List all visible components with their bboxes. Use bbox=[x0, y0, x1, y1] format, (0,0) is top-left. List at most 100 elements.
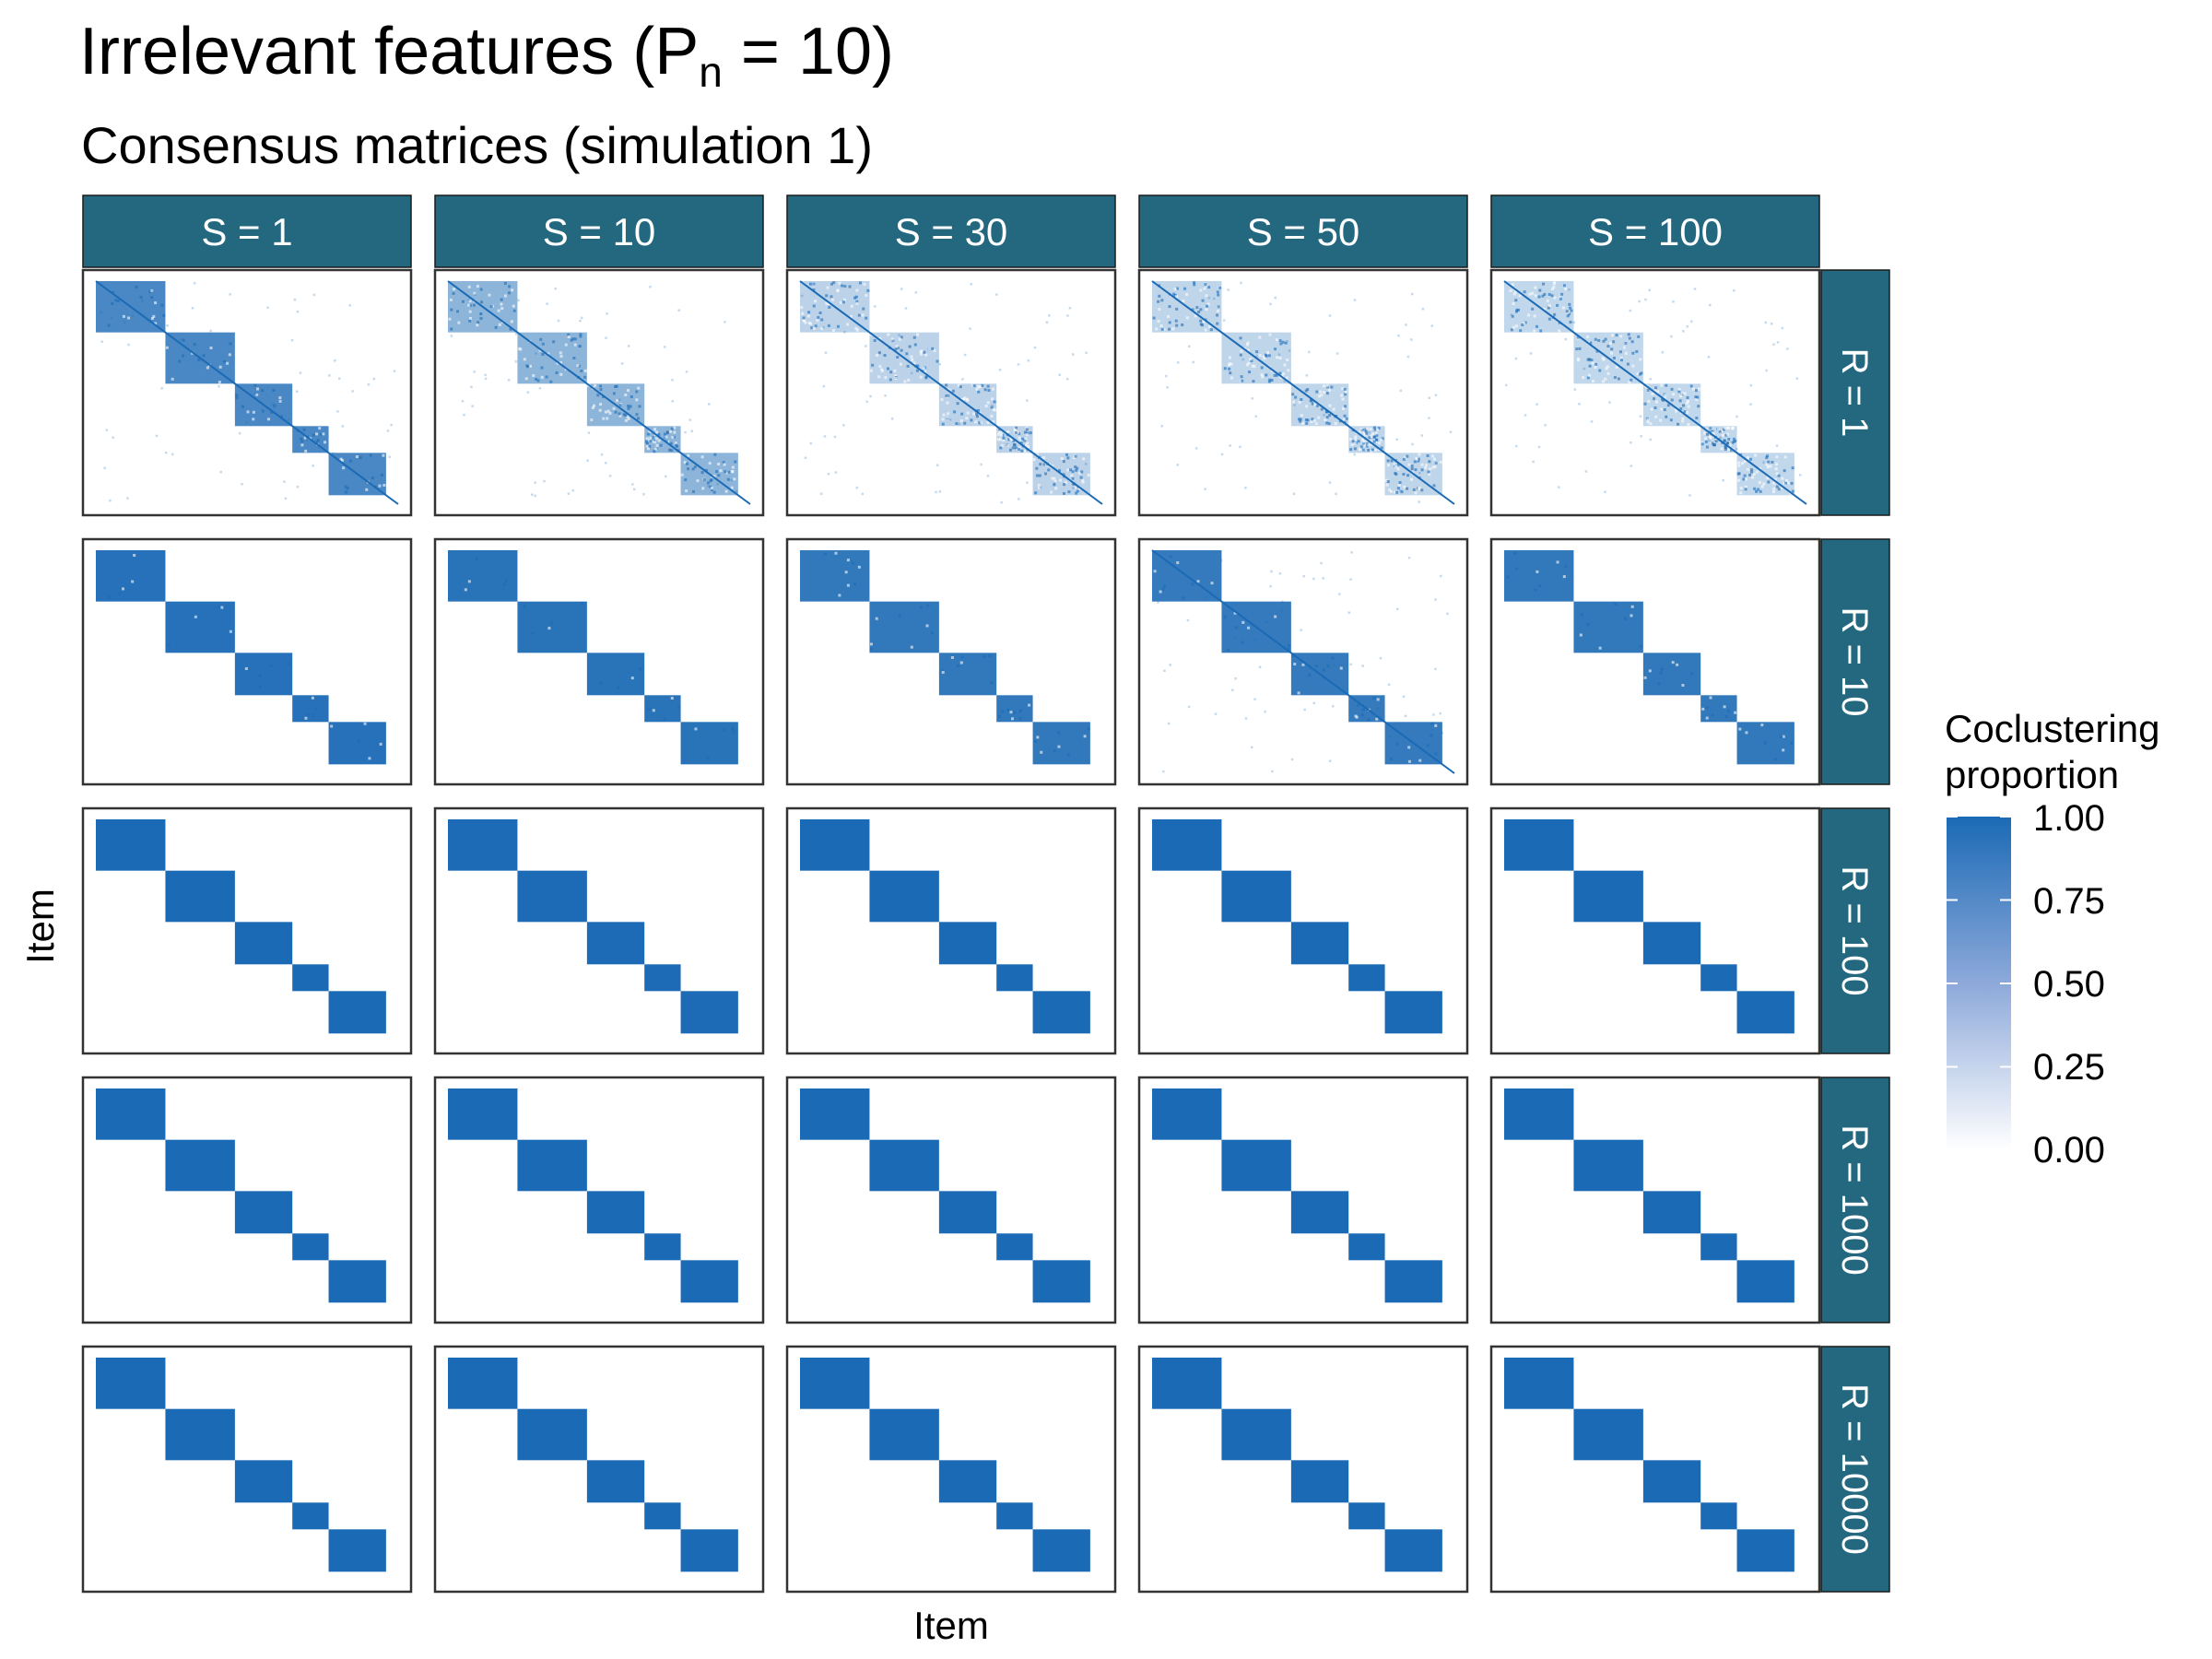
noise-cell bbox=[846, 559, 850, 562]
noise-cell bbox=[1683, 392, 1687, 395]
noise-cell bbox=[1079, 476, 1083, 479]
noise-cell bbox=[1575, 347, 1579, 351]
noise-cell bbox=[1032, 458, 1036, 462]
noise-cell bbox=[1546, 299, 1549, 302]
cluster-block bbox=[1152, 1358, 1222, 1409]
noise-cell bbox=[1648, 669, 1652, 673]
noise-cell bbox=[940, 669, 944, 673]
noise-cell bbox=[109, 499, 112, 502]
noise-cell bbox=[1372, 696, 1376, 700]
cluster-block bbox=[165, 870, 235, 923]
noise-cell bbox=[1704, 440, 1708, 443]
noise-cell bbox=[1402, 473, 1406, 477]
noise-cell bbox=[512, 309, 516, 312]
noise-cell bbox=[1606, 345, 1610, 348]
noise-cell bbox=[1193, 283, 1196, 287]
noise-cell bbox=[1228, 362, 1231, 366]
noise-cell bbox=[1304, 389, 1308, 393]
noise-cell bbox=[488, 293, 491, 297]
cluster-block bbox=[1573, 601, 1643, 653]
page-subtitle: Consensus matrices (simulation 1) bbox=[81, 116, 873, 174]
noise-cell bbox=[1676, 663, 1679, 666]
noise-cell bbox=[1760, 724, 1764, 727]
noise-cell bbox=[1040, 750, 1043, 754]
noise-cell bbox=[1071, 470, 1075, 474]
noise-cell bbox=[1615, 334, 1618, 337]
noise-cell bbox=[1749, 383, 1753, 387]
noise-cell bbox=[622, 413, 626, 417]
noise-cell bbox=[1008, 448, 1012, 452]
noise-cell bbox=[1630, 605, 1634, 608]
noise-cell bbox=[624, 418, 628, 422]
noise-cell bbox=[599, 403, 603, 406]
heatmap-panel bbox=[81, 1345, 413, 1594]
noise-cell bbox=[843, 331, 846, 334]
noise-cell bbox=[1693, 288, 1697, 290]
noise-cell bbox=[1057, 745, 1061, 748]
noise-cell bbox=[1712, 432, 1715, 436]
noise-cell bbox=[206, 366, 209, 370]
noise-cell bbox=[1395, 490, 1399, 494]
noise-cell bbox=[1724, 433, 1728, 437]
cluster-block bbox=[1348, 1233, 1385, 1261]
noise-cell bbox=[1077, 487, 1081, 490]
noise-cell bbox=[649, 440, 653, 443]
noise-cell bbox=[1753, 487, 1757, 490]
column-strip: S = 100 bbox=[1490, 194, 1820, 268]
noise-cell bbox=[344, 485, 347, 488]
noise-cell bbox=[869, 394, 872, 398]
noise-cell bbox=[1278, 571, 1282, 575]
noise-cell bbox=[966, 411, 970, 415]
noise-cell bbox=[804, 321, 807, 324]
noise-cell bbox=[648, 445, 652, 449]
noise-cell bbox=[1677, 387, 1681, 391]
noise-cell bbox=[1209, 328, 1213, 332]
noise-cell bbox=[1023, 450, 1027, 453]
noise-cell bbox=[1378, 441, 1382, 445]
noise-cell bbox=[1670, 335, 1673, 338]
noise-cell bbox=[1691, 387, 1695, 391]
noise-cell bbox=[571, 488, 575, 492]
noise-cell bbox=[500, 302, 503, 306]
noise-cell bbox=[1006, 443, 1010, 447]
noise-cell bbox=[1065, 377, 1069, 381]
noise-cell bbox=[559, 372, 563, 376]
noise-cell bbox=[1324, 418, 1327, 422]
noise-cell bbox=[1653, 406, 1657, 410]
noise-cell bbox=[473, 371, 476, 373]
noise-cell bbox=[1255, 355, 1258, 358]
noise-cell bbox=[167, 643, 171, 647]
cluster-block bbox=[234, 922, 293, 965]
noise-cell bbox=[808, 282, 812, 286]
noise-cell bbox=[1204, 488, 1206, 490]
noise-cell bbox=[218, 384, 220, 388]
noise-cell bbox=[731, 470, 735, 474]
noise-cell bbox=[1053, 482, 1056, 485]
cluster-block bbox=[938, 653, 997, 696]
noise-cell bbox=[1564, 287, 1568, 290]
noise-cell bbox=[945, 394, 948, 398]
noise-cell bbox=[730, 486, 734, 489]
noise-cell bbox=[1343, 387, 1347, 391]
noise-cell bbox=[587, 431, 591, 434]
noise-cell bbox=[393, 370, 396, 372]
noise-cell bbox=[669, 441, 673, 445]
noise-cell bbox=[1322, 384, 1325, 388]
cluster-block bbox=[448, 550, 518, 602]
noise-cell bbox=[998, 714, 1002, 718]
row-strip: R = 1 bbox=[1820, 269, 1890, 516]
cluster-block bbox=[644, 964, 681, 992]
noise-cell bbox=[467, 299, 470, 301]
noise-cell bbox=[1762, 461, 1765, 465]
cluster-block bbox=[1290, 922, 1349, 965]
noise-cell bbox=[1347, 611, 1350, 614]
noise-cell bbox=[1264, 710, 1266, 713]
noise-cell bbox=[1413, 460, 1417, 464]
noise-cell bbox=[850, 304, 853, 308]
noise-cell bbox=[1660, 667, 1664, 671]
title-tail: = 10) bbox=[722, 15, 895, 88]
noise-cell bbox=[1300, 397, 1303, 401]
noise-cell bbox=[372, 377, 376, 381]
noise-cell bbox=[624, 414, 628, 418]
noise-cell bbox=[1664, 394, 1667, 397]
